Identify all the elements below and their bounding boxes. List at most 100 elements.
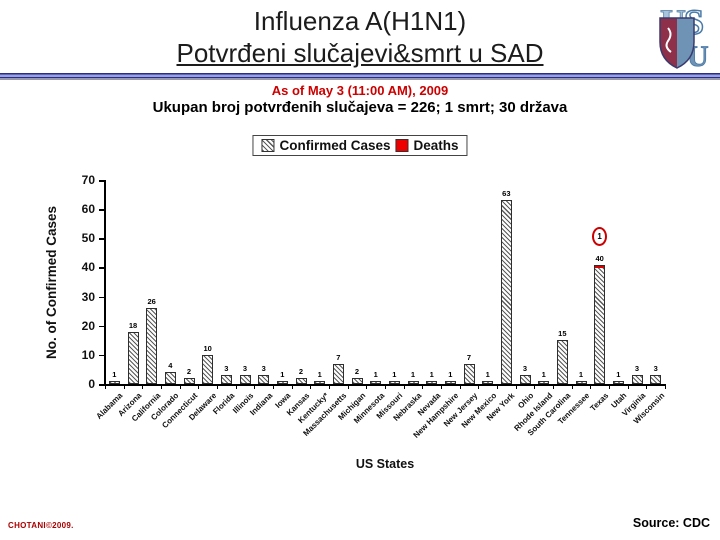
y-tick-label-70: 70: [81, 173, 95, 187]
bar-value-virginia: 3: [634, 364, 640, 374]
x-tick-29: [646, 385, 648, 389]
bar-value-illinois: 3: [242, 364, 248, 374]
bar-value-ohio: 3: [522, 364, 528, 374]
bar-alabama: [108, 381, 120, 384]
y-tick-20: [99, 325, 104, 328]
bar-new-york: [500, 200, 512, 384]
bar-virginia: [631, 375, 643, 384]
bar-arizona: [127, 331, 139, 384]
bar-wisconsin: [650, 375, 662, 384]
bar-nebraska: [407, 381, 419, 384]
bar-new-mexico: [482, 381, 494, 384]
y-tick-label-40: 40: [81, 260, 95, 275]
bar-value-arizona: 18: [128, 320, 138, 330]
title-line-1: Influenza A(H1N1): [253, 6, 467, 36]
bar-tennessee: [575, 381, 587, 384]
bar-delaware: [202, 354, 214, 384]
y-tick-10: [99, 354, 104, 357]
bar-value-indiana: 3: [261, 364, 266, 374]
x-tick-17: [422, 385, 424, 389]
bar-value-nebraska: 1: [410, 370, 416, 380]
bar-value-south-carolina: 15: [558, 329, 567, 339]
y-tick-label-50: 50: [81, 231, 95, 246]
x-tick-6: [217, 385, 218, 389]
source-text: Source: CDC: [632, 516, 710, 530]
bar-value-minnesota: 1: [373, 370, 378, 380]
bar-indiana: [258, 375, 270, 384]
bar-value-wisconsin: 3: [653, 364, 658, 374]
x-tick-18: [441, 385, 442, 389]
bar-value-texas: 40: [595, 253, 604, 263]
bar-value-tennessee: 1: [578, 370, 584, 380]
x-tick-30: [665, 385, 666, 389]
bar-california: [146, 308, 158, 384]
bar-utah: [612, 381, 624, 384]
y-tick-label-0: 0: [88, 377, 95, 391]
y-tick-label-10: 10: [81, 347, 95, 362]
bar-nevada: [426, 381, 438, 384]
x-tick-15: [385, 385, 386, 389]
bar-value-kentucky-: 1: [317, 370, 322, 380]
x-tick-24: [553, 385, 554, 389]
x-tick-27: [609, 385, 610, 389]
bar-value-iowa: 1: [280, 370, 285, 380]
x-tick-8: [254, 385, 256, 389]
bar-value-kansas: 2: [298, 367, 304, 377]
x-tick-5: [198, 385, 200, 389]
bar-massachusetts: [332, 363, 344, 384]
bar-value-utah: 1: [616, 370, 621, 380]
bar-value-alabama: 1: [112, 370, 117, 380]
x-tick-3: [161, 385, 162, 389]
bar-south-carolina: [556, 340, 568, 384]
bar-illinois: [239, 375, 251, 384]
total-summary-text: Ukupan broj potvrđenih slučajeva = 226; …: [152, 99, 568, 116]
y-tick-40: [99, 267, 104, 269]
bar-value-colorado: 4: [168, 361, 173, 371]
bar-value-massachusetts: 7: [336, 352, 341, 362]
y-tick-0: [99, 384, 104, 386]
bar-michigan: [351, 378, 363, 384]
y-axis-line: [104, 180, 106, 384]
usu-logo: U S U: [659, 2, 709, 72]
bar-kansas: [295, 378, 307, 384]
x-tick-2: [142, 385, 144, 389]
logo-caduceus-icon: [665, 27, 672, 53]
x-tick-21: [497, 385, 498, 389]
x-tick-12: [329, 385, 330, 389]
bar-value-missouri: 1: [392, 370, 397, 380]
confirmed-cases-legend-label: Confirmed Cases: [279, 138, 391, 153]
confirmed-cases-swatch-icon: [261, 139, 275, 152]
x-tick-23: [534, 385, 536, 389]
bar-colorado: [164, 372, 176, 384]
bar-value-florida: 3: [224, 364, 229, 374]
x-tick-28: [627, 385, 629, 389]
x-tick-10: [291, 385, 293, 389]
x-tick-25: [571, 385, 573, 389]
copyright-text: CHOTANI©2009.: [8, 521, 74, 530]
y-tick-label-60: 60: [81, 202, 95, 217]
bar-value-michigan: 2: [354, 367, 360, 377]
x-axis-title: US States: [355, 457, 415, 471]
bar-value-delaware: 10: [203, 343, 212, 353]
y-tick-label-30: 30: [81, 289, 95, 304]
y-tick-30: [99, 296, 104, 299]
x-tick-26: [590, 385, 592, 389]
deaths-legend-label: Deaths: [413, 138, 459, 153]
bar-missouri: [388, 381, 400, 384]
bar-new-hampshire: [444, 381, 456, 384]
y-tick-50: [99, 238, 104, 240]
y-tick-70: [99, 180, 104, 182]
x-axis-line: [104, 384, 666, 386]
bar-value-new-jersey: 7: [466, 352, 472, 362]
x-tick-14: [366, 385, 368, 389]
x-tick-0: [105, 385, 106, 389]
y-tick-60: [99, 209, 104, 211]
x-tick-7: [235, 385, 237, 389]
x-tick-11: [310, 385, 312, 389]
bar-new-jersey: [463, 363, 475, 384]
deaths-segment-texas: [595, 265, 605, 268]
chart-legend: Confirmed Cases Deaths: [252, 135, 468, 156]
y-axis-title: No. of Confirmed Cases: [44, 205, 59, 360]
slide-title: Influenza A(H1N1) Potvrđeni slučajevi&sm…: [0, 5, 720, 69]
